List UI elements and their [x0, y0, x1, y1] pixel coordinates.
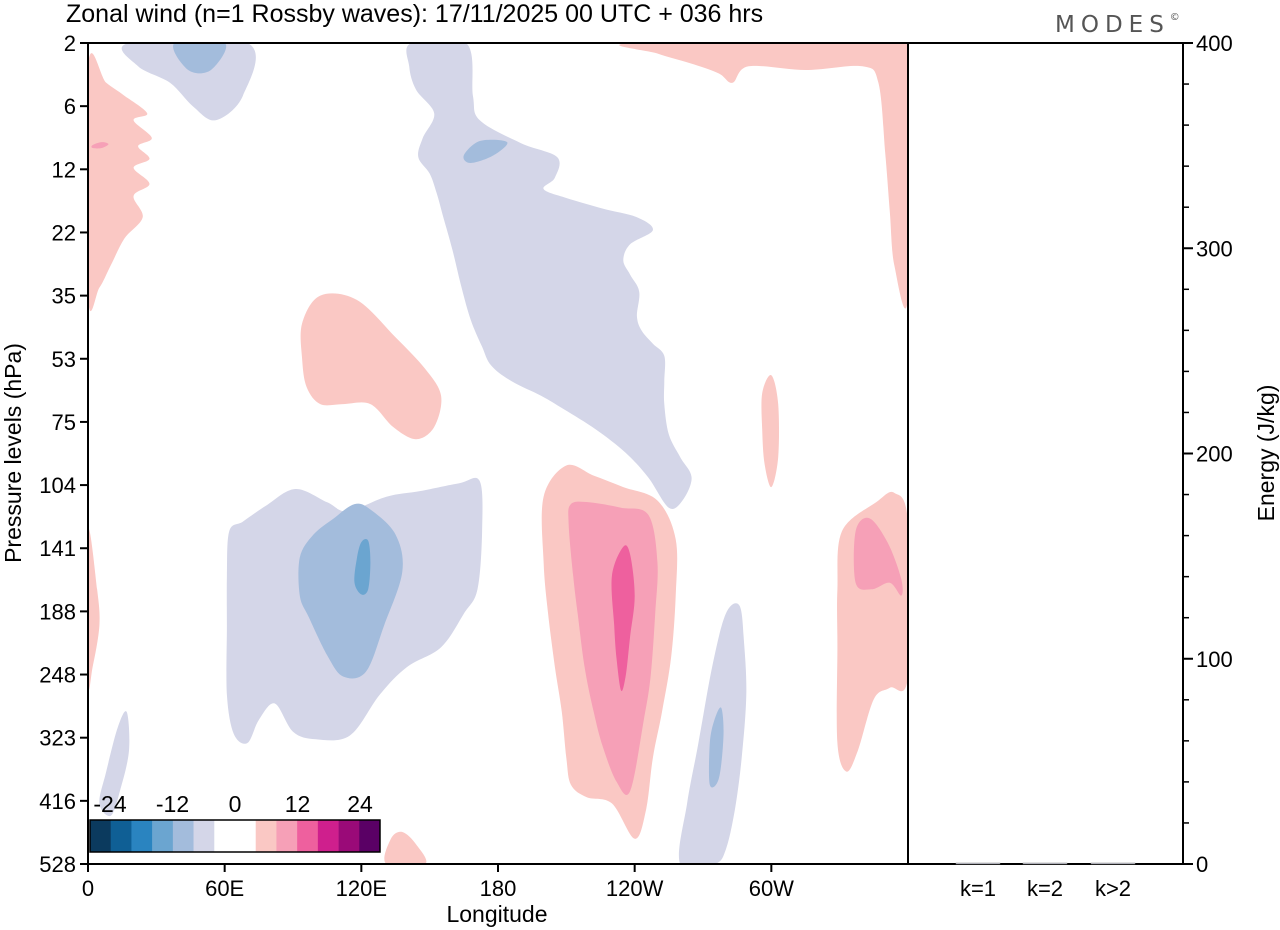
y-tick-label: 416 — [39, 789, 76, 814]
contour-pos-pacific-core — [611, 545, 635, 692]
energy-category-label: k=1 — [960, 876, 996, 901]
colorbar-swatch — [110, 820, 132, 852]
colorbar-tick-label: 12 — [285, 791, 311, 817]
colorbar-swatch — [90, 820, 112, 852]
colorbar-swatch — [235, 820, 257, 852]
colorbar-swatch — [193, 820, 215, 852]
y-tick-label: 141 — [39, 536, 76, 561]
x-axis-title: Longitude — [446, 901, 547, 927]
x-tick-label: 120E — [336, 876, 387, 901]
colorbar: -24 -12 0 12 24 — [89, 791, 381, 853]
y-tick-label: 528 — [39, 852, 76, 877]
x-tick-label: 60E — [205, 876, 244, 901]
colorbar-swatch — [338, 820, 360, 852]
contour-pos-mid-right — [761, 374, 780, 488]
energy-tick-label: 400 — [1196, 31, 1233, 56]
colorbar-tick-label: 24 — [347, 791, 373, 817]
contour-layer — [88, 43, 908, 864]
y-tick-label: 53 — [52, 347, 76, 372]
contour-pos-mid-left — [300, 293, 442, 440]
contour-pos-top-left-core — [91, 142, 109, 149]
colorbar-swatch — [214, 820, 236, 852]
contour-neg-bottom-left — [99, 711, 130, 817]
contour-neg-indian-ocean-mid — [298, 503, 403, 679]
contour-pos-top-left — [88, 53, 152, 312]
y-tick-label: 323 — [39, 726, 76, 751]
y-tick-label: 75 — [52, 410, 76, 435]
y-tick-label: 104 — [39, 473, 76, 498]
y-tick-label: 6 — [64, 94, 76, 119]
x-tick-label: 60W — [749, 876, 794, 901]
energy-bar — [955, 862, 1001, 865]
x-tick-label: 120W — [606, 876, 664, 901]
energy-tick-label: 200 — [1196, 442, 1233, 467]
colorbar-swatch — [297, 820, 319, 852]
y-tick-label: 35 — [52, 284, 76, 309]
contour-neg-top-left-mid — [173, 43, 227, 74]
y-axis-title: Pressure levels (hPa) — [0, 343, 26, 563]
contour-pos-far-right-mid — [853, 517, 903, 596]
chart-title: Zonal wind (n=1 Rossby waves): 17/11/202… — [66, 0, 763, 28]
energy-axis-title: Energy (J/kg) — [1253, 385, 1279, 522]
energy-category-label: k>2 — [1095, 876, 1131, 901]
colorbar-swatch — [255, 820, 277, 852]
y-tick-label: 248 — [39, 663, 76, 688]
y-tick-label: 12 — [52, 157, 76, 182]
energy-bar — [1090, 862, 1136, 865]
modes-logo-mark: © — [1170, 12, 1180, 23]
energy-tick-label: 100 — [1196, 647, 1233, 672]
colorbar-tick-label: -24 — [93, 791, 126, 817]
y-tick-label: 2 — [64, 31, 76, 56]
contour-pos-bottom-center — [384, 831, 427, 864]
energy-category-label: k=2 — [1027, 876, 1063, 901]
contour-neg-center-small — [463, 139, 508, 163]
colorbar-swatch — [276, 820, 298, 852]
energy-bar — [1022, 862, 1068, 865]
colorbar-swatch — [317, 820, 339, 852]
colorbar-swatch — [172, 820, 194, 852]
contour-neg-east-pacific-mid — [708, 707, 724, 788]
contour-neg-top-left-light — [121, 43, 256, 121]
x-tick-label: 0 — [82, 876, 94, 901]
y-tick-label: 188 — [39, 599, 76, 624]
energy-tick-label: 300 — [1196, 236, 1233, 261]
colorbar-frame — [89, 819, 381, 853]
colorbar-tick-label: 0 — [229, 791, 242, 817]
contour-neg-indian-ocean-core — [354, 538, 371, 595]
colorbar-swatch — [131, 820, 153, 852]
contour-pos-left-edge — [88, 528, 100, 690]
x-tick-label: 180 — [480, 876, 517, 901]
y-tick-label: 22 — [52, 220, 76, 245]
energy-tick-label: 0 — [1196, 852, 1208, 877]
colorbar-swatch — [152, 820, 174, 852]
colorbar-swatch — [359, 820, 381, 852]
contour-pos-pacific-mid — [568, 501, 658, 795]
modes-logo-text: MODES — [1055, 12, 1170, 38]
modes-logo: MODES© — [1055, 12, 1180, 38]
colorbar-tick-label: -12 — [156, 791, 189, 817]
energy-panel: 0 100 200 300 400 k=1 k=2 k>2 — [908, 31, 1233, 901]
contour-pos-top-right — [619, 43, 908, 309]
